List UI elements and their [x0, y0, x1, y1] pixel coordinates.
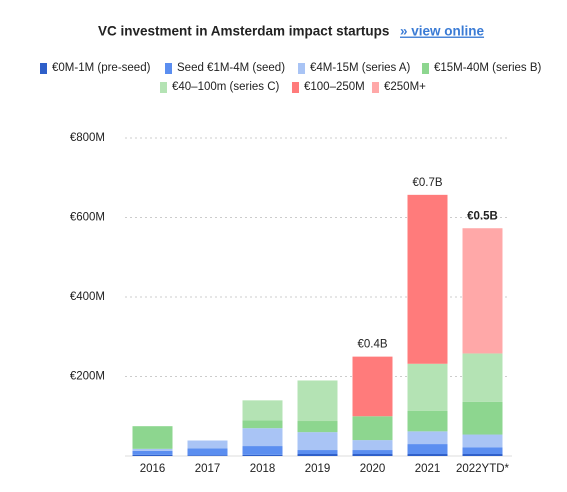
bar-segment — [462, 353, 503, 402]
bar-segment — [242, 400, 283, 421]
legend-label: €250M+ — [384, 81, 426, 93]
bar-segment — [297, 421, 338, 433]
bar-segment — [352, 450, 393, 455]
y-tick-label: €600M — [70, 212, 105, 224]
x-tick-label: 2018 — [250, 463, 276, 475]
bar-segment — [407, 410, 448, 432]
y-tick-label: €200M — [70, 371, 105, 383]
bar-segment — [297, 450, 338, 455]
bar-segment — [132, 448, 173, 451]
bar-segment — [297, 380, 338, 422]
x-tick-label: 2022YTD* — [456, 463, 510, 475]
bar-segment — [132, 450, 173, 455]
legend-swatch — [298, 63, 305, 74]
x-tick-label: 2021 — [415, 463, 441, 475]
bar-segment — [242, 428, 283, 447]
bar-segment — [407, 194, 448, 364]
bar-segment — [352, 416, 393, 441]
bar-segment — [407, 454, 448, 456]
bar-segment — [187, 448, 228, 456]
bar-segment — [297, 432, 338, 451]
legend-swatch — [372, 82, 379, 93]
legend-swatch — [165, 63, 172, 74]
legend-swatch — [40, 63, 47, 74]
bar-segment — [407, 363, 448, 411]
bar-segment — [242, 454, 283, 456]
data-label: €0.4B — [357, 339, 387, 351]
chart-title: VC investment in Amsterdam impact startu… — [98, 24, 389, 39]
x-tick-label: 2019 — [305, 463, 331, 475]
bar-segment — [187, 440, 228, 449]
bar-segment — [462, 434, 503, 448]
data-label: €0.7B — [412, 177, 442, 189]
bar-segment — [352, 440, 393, 451]
legend-swatch — [422, 63, 429, 74]
x-tick-label: 2017 — [195, 463, 221, 475]
legend-label: Seed €1M-4M (seed) — [177, 62, 285, 74]
bar-segment — [462, 401, 503, 435]
legend-swatch — [292, 82, 299, 93]
view-online-link[interactable]: » view online — [400, 24, 485, 39]
legend-label: €40–100m (series C) — [172, 81, 280, 93]
bar-segment — [242, 420, 283, 429]
bar-segment — [187, 455, 228, 456]
bar-segment — [407, 431, 448, 445]
legend-swatch — [160, 82, 167, 93]
legend-label: €0M-1M (pre-seed) — [52, 62, 151, 74]
legend-label: €15M-40M (series B) — [434, 62, 542, 74]
bar-segment — [352, 454, 393, 456]
legend-label: €4M-15M (series A) — [310, 62, 411, 74]
data-label: €0.5B — [467, 210, 498, 222]
x-tick-label: 2016 — [140, 463, 166, 475]
legend-label: €100–250M — [304, 81, 365, 93]
y-tick-label: €800M — [70, 132, 105, 144]
bar-segment — [297, 454, 338, 456]
bar-segment — [462, 447, 503, 455]
bar-segment — [132, 454, 173, 456]
bar-segment — [462, 228, 503, 354]
bar-segment — [242, 446, 283, 455]
bar-segment — [132, 426, 173, 449]
bar-segment — [462, 454, 503, 456]
bar-segment — [352, 356, 393, 417]
y-tick-label: €400M — [70, 291, 105, 303]
x-tick-label: 2020 — [360, 463, 386, 475]
bar-segment — [407, 444, 448, 455]
